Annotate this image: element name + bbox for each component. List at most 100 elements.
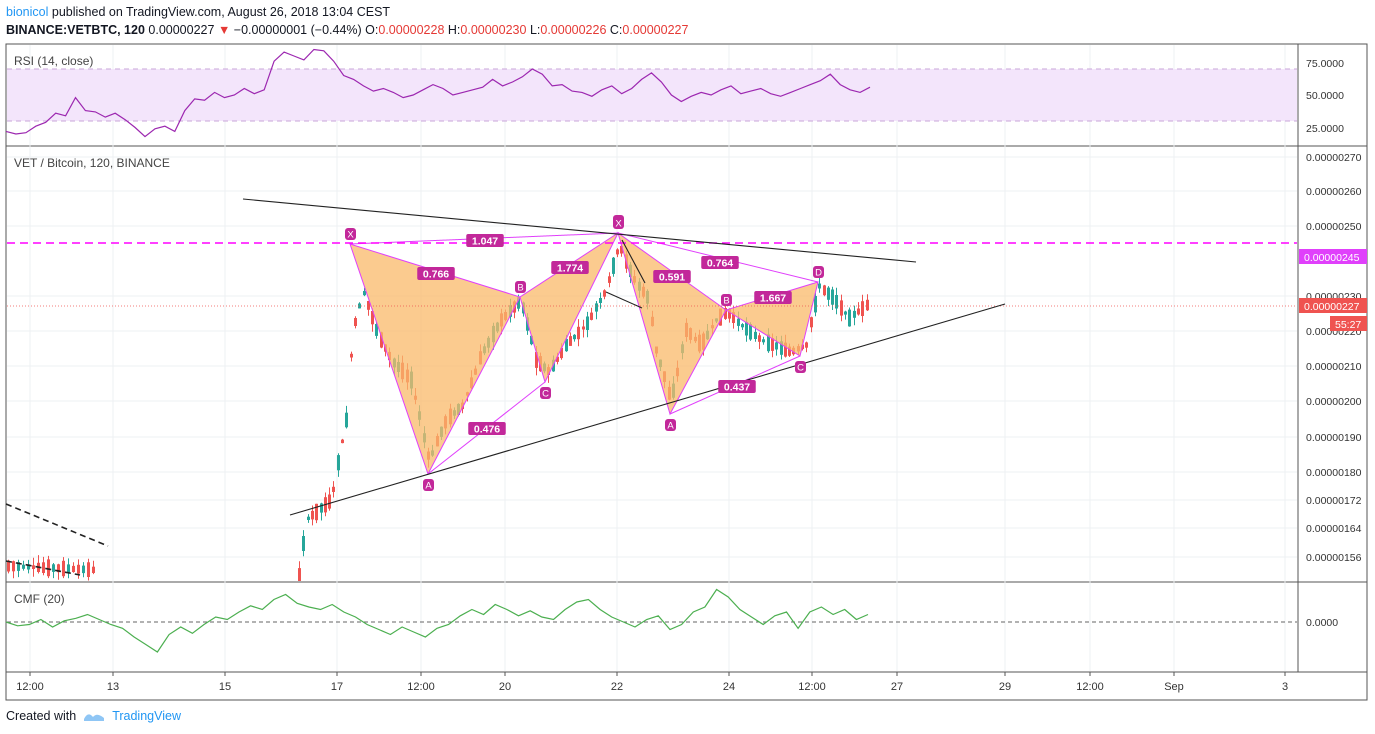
ratio-labels: 0.766 1.047 1.774 0.476 0.591 0.764 1.667 0.437 xyxy=(417,234,792,436)
time-tick-2: 15 xyxy=(219,681,231,693)
price-pane-title: VET / Bitcoin, 120, BINANCE xyxy=(14,156,170,170)
footer: Created with TradingView xyxy=(6,707,181,725)
candle-83 xyxy=(577,326,580,340)
current-price-tag xyxy=(1299,298,1367,313)
author-link[interactable]: bionicol xyxy=(6,5,49,19)
candle-1 xyxy=(12,561,15,572)
candle-88 xyxy=(599,298,602,303)
candle-26 xyxy=(332,486,335,492)
candle-19 xyxy=(302,536,305,551)
candle-69 xyxy=(517,297,520,309)
price-tick-0: 0.00000270 xyxy=(1306,152,1362,164)
candle-20 xyxy=(307,516,310,520)
candle-146 xyxy=(848,309,851,327)
time-axis[interactable]: 12:00 13 15 17 12:00 20 22 24 12:00 27 29 12:00 Sep 3 xyxy=(16,672,1288,693)
candle-79 xyxy=(560,347,563,359)
close-label: C: xyxy=(609,23,623,37)
time-tick-5: 20 xyxy=(499,681,511,693)
point-badge-0-0 xyxy=(345,228,356,240)
candle-31 xyxy=(354,318,357,326)
level-price-label: 0.00000245 xyxy=(1304,252,1360,264)
candle-5 xyxy=(32,565,35,569)
candle-2 xyxy=(17,562,20,571)
candle-149 xyxy=(861,301,864,316)
countdown-tag xyxy=(1330,316,1367,331)
last-price: 0.00000227 xyxy=(148,23,215,37)
ratio-badge-0-2 xyxy=(551,261,589,274)
candle-122 xyxy=(745,321,748,336)
published-text: published on TradingView.com, August 26,… xyxy=(51,5,391,19)
rsi-title: RSI (14, close) xyxy=(14,54,93,68)
time-tick-10: 29 xyxy=(999,681,1011,693)
price-axis-ticks: 0.000002700.000002600.000002500.00000230… xyxy=(1306,152,1362,564)
point-label-1-3: C xyxy=(797,363,804,374)
chart-frame xyxy=(5,43,1368,701)
candle-128 xyxy=(771,338,774,351)
high-value: 0.00000230 xyxy=(460,23,527,37)
candle-147 xyxy=(853,310,856,318)
cmf-pane[interactable]: CMF (20) 0.0000 xyxy=(5,588,1338,653)
point-badge-0-3 xyxy=(540,387,551,399)
ratio-badge-0-3 xyxy=(468,422,506,435)
time-tick-0: 12:00 xyxy=(16,681,44,693)
candle-143 xyxy=(835,295,838,309)
candle-119 xyxy=(732,312,735,323)
cmf-title: CMF (20) xyxy=(14,592,65,606)
time-tick-12: Sep xyxy=(1164,681,1184,693)
point-label-1-0: X xyxy=(615,219,622,230)
lower-trendline[interactable] xyxy=(289,303,1006,516)
candle-36 xyxy=(375,324,378,336)
candle-137 xyxy=(810,317,813,328)
candle-29 xyxy=(345,412,348,428)
candle-4 xyxy=(27,564,30,570)
candle-10 xyxy=(57,564,60,573)
time-tick-9: 27 xyxy=(891,681,903,693)
upper-trendline[interactable] xyxy=(242,198,917,263)
point-badge-1-3 xyxy=(795,361,806,373)
candle-148 xyxy=(857,308,860,315)
open-value: 0.00000228 xyxy=(378,23,445,37)
candle-73 xyxy=(535,352,538,368)
price-tick-2: 0.00000250 xyxy=(1306,221,1362,233)
level-price-tag xyxy=(1299,249,1367,264)
candle-78 xyxy=(556,356,559,362)
high-label: H: xyxy=(447,23,461,37)
old-trendline-dashed-2 xyxy=(5,560,81,576)
candle-21 xyxy=(311,510,314,520)
ratio-badge-0-0 xyxy=(417,267,455,280)
candle-82 xyxy=(573,334,576,340)
candle-92 xyxy=(616,249,619,255)
candle-85 xyxy=(586,316,589,330)
rsi-tick-75: 75.0000 xyxy=(1306,58,1344,70)
low-value: 0.00000226 xyxy=(540,23,607,37)
candle-18 xyxy=(298,568,301,581)
ratio-label-0-3: 0.476 xyxy=(474,424,500,436)
candle-124 xyxy=(754,331,757,339)
candle-30 xyxy=(350,353,353,358)
candle-72 xyxy=(530,335,533,345)
candle-129 xyxy=(775,342,778,350)
down-triangle-icon: ▼ xyxy=(217,23,231,37)
price-tick-1: 0.00000260 xyxy=(1306,186,1362,198)
candle-145 xyxy=(844,311,847,315)
candle-125 xyxy=(758,335,761,342)
grid-lines xyxy=(7,45,1297,671)
tradingview-brand-link[interactable]: TradingView xyxy=(112,709,181,723)
ratio-label-1-2: 1.667 xyxy=(760,293,786,305)
time-tick-1: 13 xyxy=(107,681,119,693)
candle-136 xyxy=(805,342,808,348)
point-label-1-2: B xyxy=(723,296,729,307)
candle-80 xyxy=(565,338,568,352)
point-label-1-4: D xyxy=(815,268,822,279)
candle-37 xyxy=(380,332,383,348)
rsi-pane[interactable]: RSI (14, close) 75.0000 50.0000 25.0000 xyxy=(5,48,1344,138)
candle-117 xyxy=(724,308,727,319)
time-tick-3: 17 xyxy=(331,681,343,693)
symbol-label[interactable]: BINANCE:VETBTC, 120 xyxy=(6,23,145,37)
time-tick-7: 24 xyxy=(723,681,735,693)
candle-118 xyxy=(728,309,731,319)
price-pane[interactable]: 0.766 1.047 1.774 0.476 0.591 0.764 1.667 0.437… xyxy=(5,152,1367,581)
price-tick-9: 0.00000172 xyxy=(1306,495,1362,507)
candle-8 xyxy=(47,559,50,577)
